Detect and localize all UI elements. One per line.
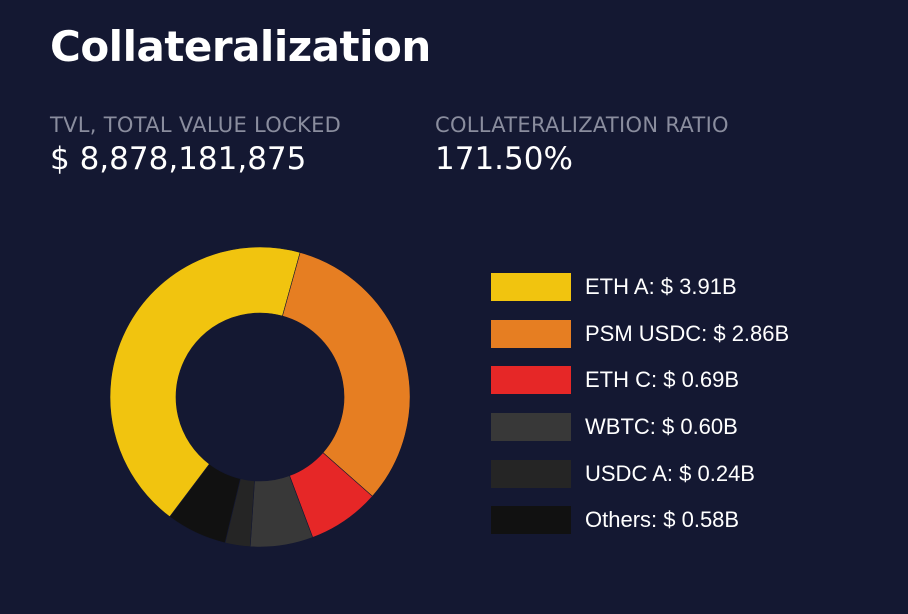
legend-label-eth-c: ETH C: $ 0.69B — [585, 367, 740, 393]
legend-swatch-psm-usdc — [491, 319, 571, 348]
donut-slice-psm-usdc — [282, 252, 411, 497]
legend-label-usdc-a: USDC A: $ 0.24B — [585, 460, 755, 486]
legend-label-others: Others: $ 0.58B — [585, 507, 740, 533]
tvl-stat: TVL, TOTAL VALUE LOCKED $ 8,878,181,875 — [50, 113, 341, 177]
legend-item-usdc-a: USDC A: $ 0.24B — [491, 450, 789, 497]
legend-item-wbtc: WBTC: $ 0.60B — [491, 404, 789, 451]
chart-legend: ETH A: $ 3.91B PSM USDC: $ 2.86B ETH C: $ … — [491, 264, 789, 544]
page-title: Collateralization — [50, 22, 431, 71]
legend-label-psm-usdc: PSM USDC: $ 2.86B — [585, 320, 790, 346]
legend-swatch-wbtc — [491, 413, 571, 442]
tvl-value: $ 8,878,181,875 — [50, 141, 307, 177]
donut-chart — [109, 246, 411, 548]
legend-swatch-eth-a — [491, 273, 571, 302]
legend-swatch-usdc-a — [491, 459, 571, 488]
legend-label-eth-a: ETH A: $ 3.91B — [585, 274, 737, 300]
legend-item-psm-usdc: PSM USDC: $ 2.86B — [491, 311, 789, 358]
legend-item-eth-a: ETH A: $ 3.91B — [491, 264, 789, 311]
donut-slice-others — [169, 463, 241, 544]
legend-item-others: Others: $ 0.58B — [491, 497, 789, 544]
legend-item-eth-c: ETH C: $ 0.69B — [491, 357, 789, 404]
legend-label-wbtc: WBTC: $ 0.60B — [585, 414, 738, 440]
collateralization-ratio-stat: COLLATERALIZATION RATIO 171.50% — [435, 113, 729, 177]
donut-slice-eth-a — [109, 246, 301, 518]
collateralization-ratio-label: COLLATERALIZATION RATIO — [435, 113, 729, 137]
tvl-label: TVL, TOTAL VALUE LOCKED — [50, 113, 342, 137]
legend-swatch-others — [491, 506, 571, 535]
collateralization-ratio-value: 171.50% — [435, 141, 573, 177]
legend-swatch-eth-c — [491, 366, 571, 395]
